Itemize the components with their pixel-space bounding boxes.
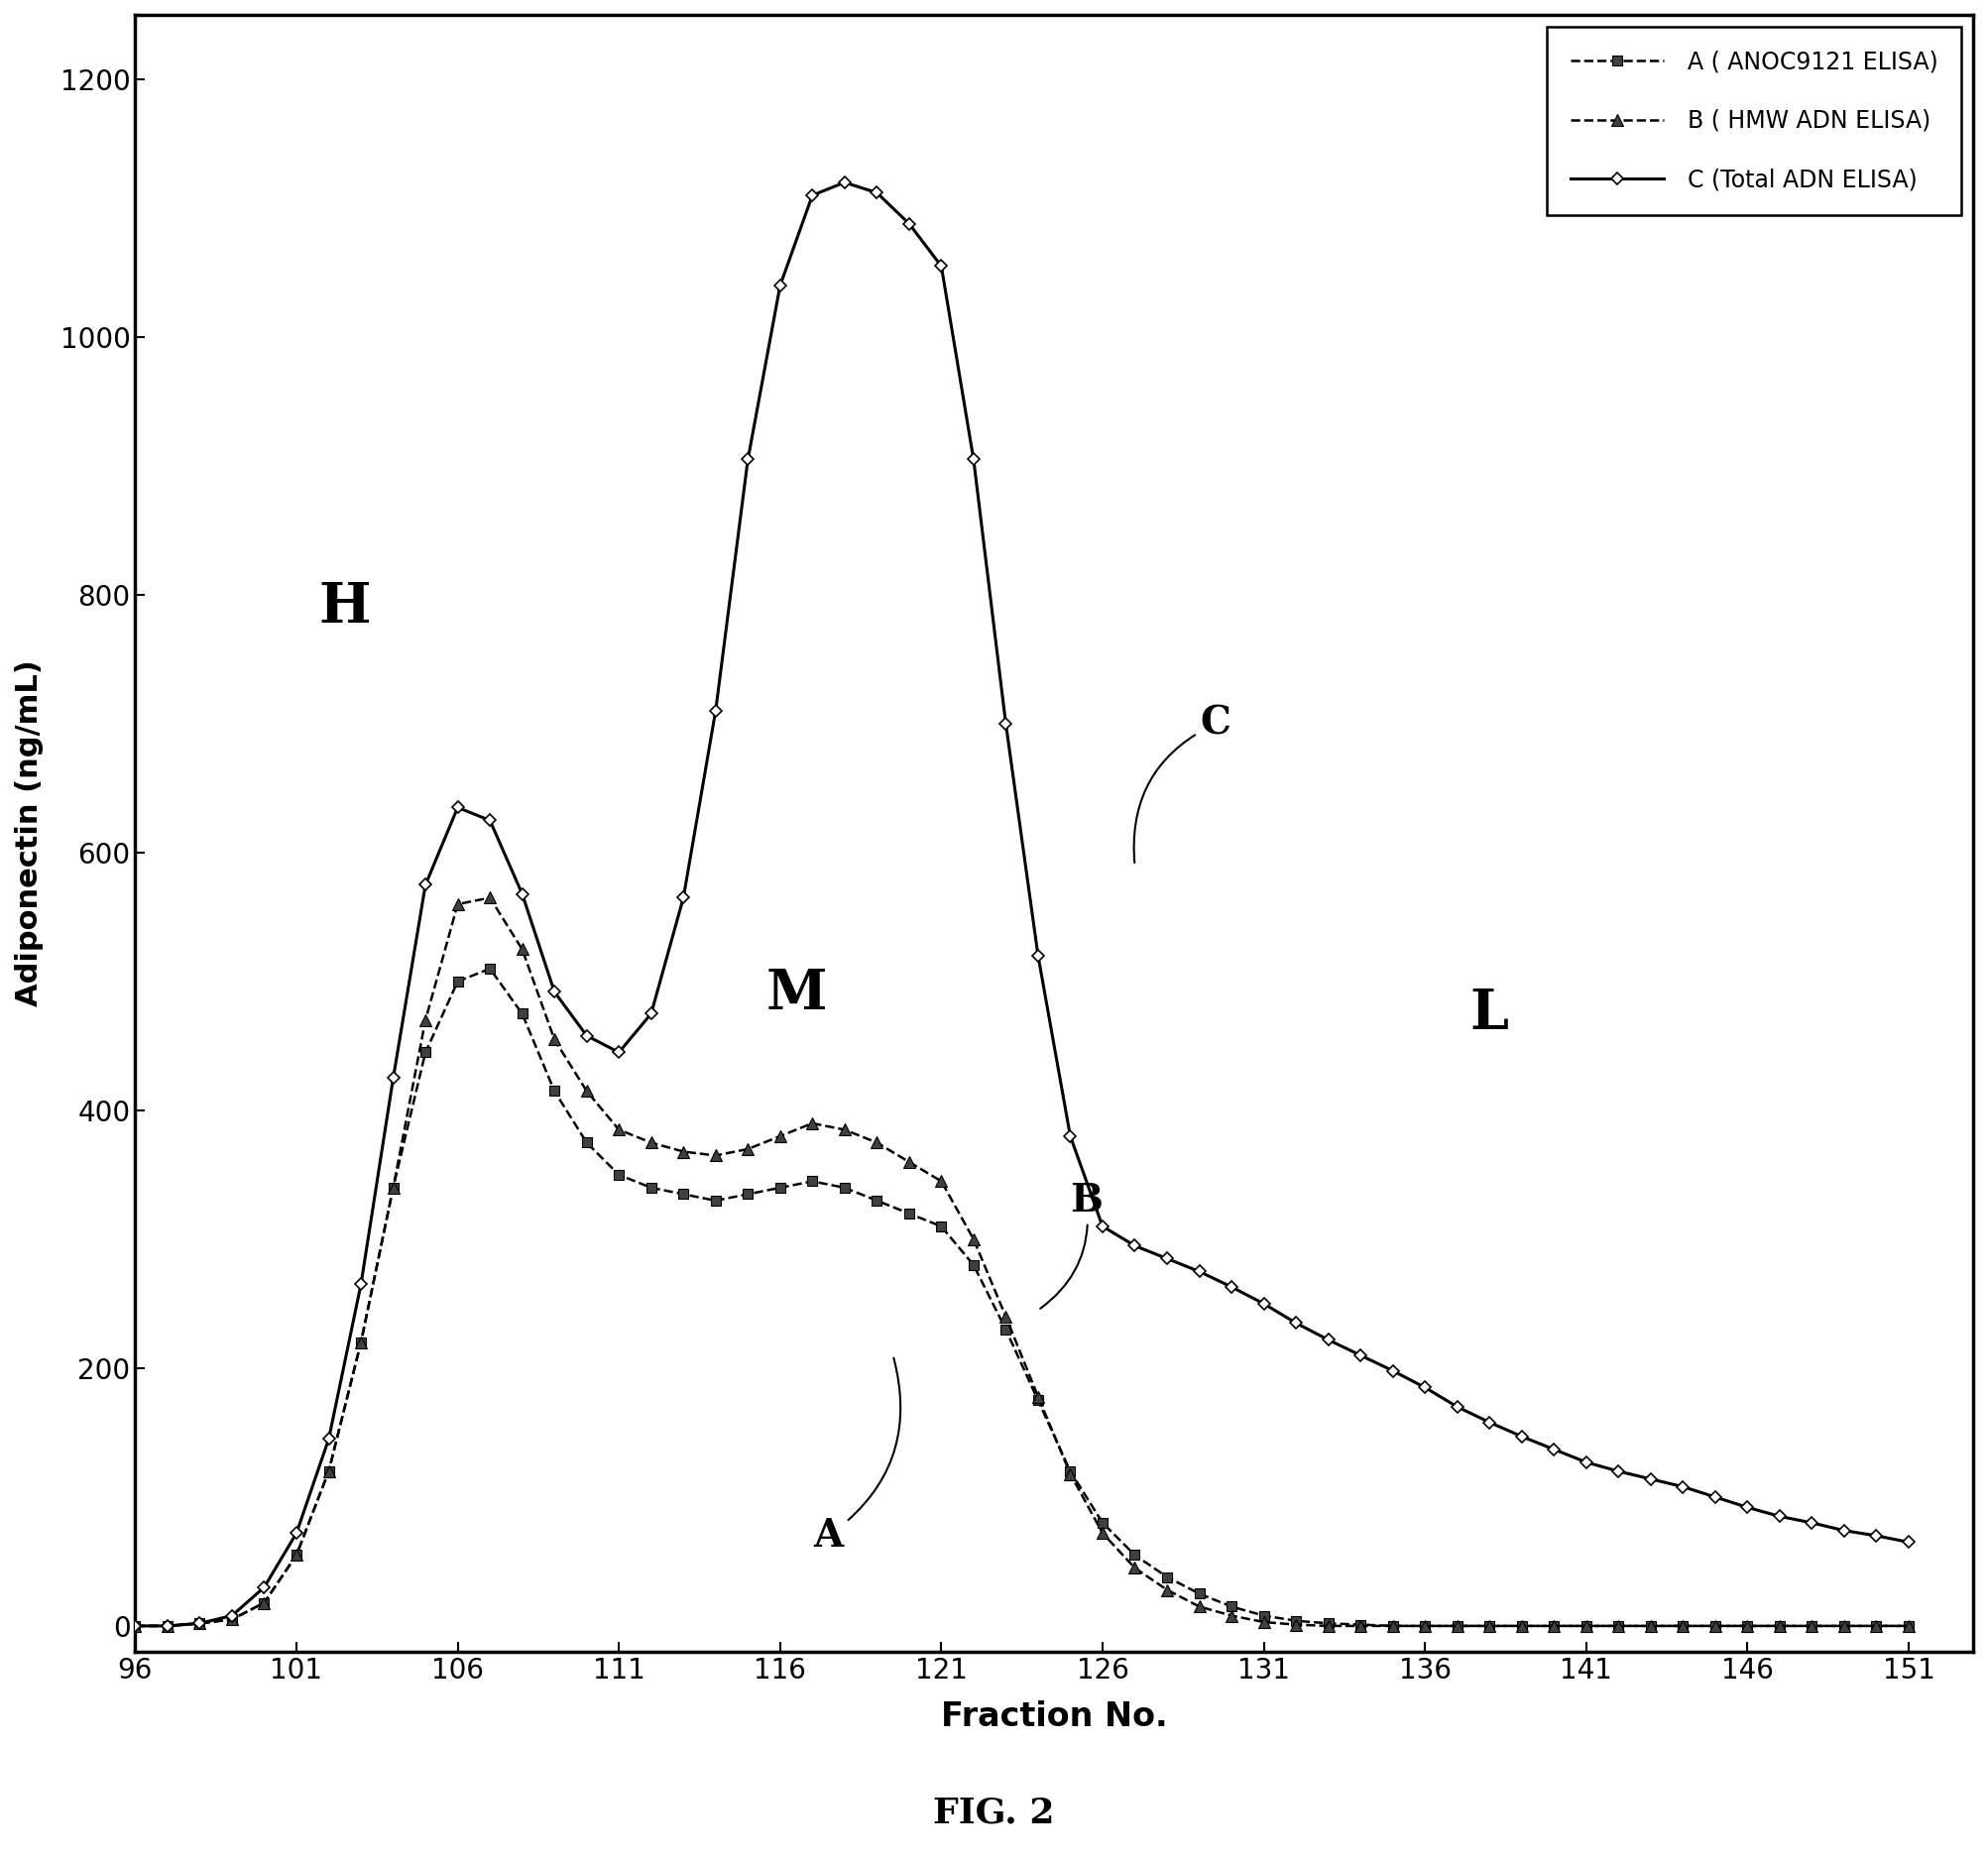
C (Total ADN ELISA) <box>155 1614 179 1637</box>
Text: C: C <box>1133 705 1231 863</box>
A ( ANOC9121 ELISA) <box>1155 1566 1179 1588</box>
A ( ANOC9121 ELISA) <box>123 1614 147 1637</box>
Text: A: A <box>813 1358 901 1555</box>
B ( HMW ADN ELISA) <box>801 1112 825 1135</box>
Line: A ( ANOC9121 ELISA): A ( ANOC9121 ELISA) <box>131 963 1914 1631</box>
Line: C (Total ADN ELISA): C (Total ADN ELISA) <box>131 179 1912 1629</box>
Text: FIG. 2: FIG. 2 <box>932 1797 1056 1830</box>
A ( ANOC9121 ELISA) <box>1509 1614 1533 1637</box>
B ( HMW ADN ELISA) <box>155 1614 179 1637</box>
Line: B ( HMW ADN ELISA): B ( HMW ADN ELISA) <box>129 893 1914 1631</box>
B ( HMW ADN ELISA) <box>1509 1614 1533 1637</box>
Legend: A ( ANOC9121 ELISA), B ( HMW ADN ELISA), C (Total ADN ELISA): A ( ANOC9121 ELISA), B ( HMW ADN ELISA),… <box>1547 26 1962 216</box>
C (Total ADN ELISA) <box>767 275 791 298</box>
A ( ANOC9121 ELISA) <box>477 958 501 980</box>
B ( HMW ADN ELISA) <box>1316 1614 1340 1637</box>
A ( ANOC9121 ELISA) <box>1252 1605 1276 1628</box>
C (Total ADN ELISA) <box>1897 1531 1920 1553</box>
B ( HMW ADN ELISA) <box>123 1614 147 1637</box>
A ( ANOC9121 ELISA) <box>1897 1614 1920 1637</box>
C (Total ADN ELISA) <box>1252 1293 1276 1315</box>
Text: M: M <box>765 967 827 1021</box>
B ( HMW ADN ELISA) <box>1897 1614 1920 1637</box>
Text: L: L <box>1471 986 1509 1042</box>
C (Total ADN ELISA) <box>833 171 857 193</box>
C (Total ADN ELISA) <box>123 1614 147 1637</box>
Y-axis label: Adiponectin (ng/mL): Adiponectin (ng/mL) <box>14 660 44 1006</box>
C (Total ADN ELISA) <box>1316 1328 1340 1350</box>
B ( HMW ADN ELISA) <box>1155 1579 1179 1601</box>
C (Total ADN ELISA) <box>1509 1425 1533 1447</box>
X-axis label: Fraction No.: Fraction No. <box>940 1700 1167 1734</box>
B ( HMW ADN ELISA) <box>477 887 501 910</box>
A ( ANOC9121 ELISA) <box>801 1170 825 1192</box>
Text: H: H <box>318 580 372 634</box>
A ( ANOC9121 ELISA) <box>1316 1613 1340 1635</box>
B ( HMW ADN ELISA) <box>1252 1611 1276 1633</box>
C (Total ADN ELISA) <box>1155 1248 1179 1270</box>
Text: B: B <box>1040 1181 1103 1309</box>
A ( ANOC9121 ELISA) <box>155 1614 179 1637</box>
